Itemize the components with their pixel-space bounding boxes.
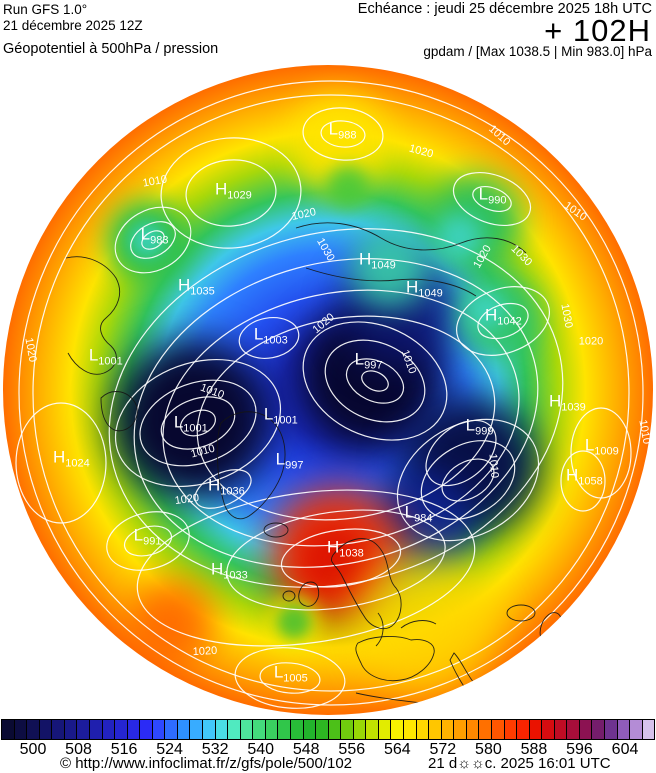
colorbar-cell <box>378 720 391 739</box>
colorbar-cell <box>127 720 140 739</box>
colorbar-cell <box>140 720 152 739</box>
colorbar-tick: 532 <box>201 741 229 758</box>
colorbar-cell <box>152 720 165 739</box>
colorbar-tick-labels: 500 508 516 524 532 540 548 556 564 572 580 588 596 6… <box>0 741 656 759</box>
colorbar-cell <box>27 720 39 739</box>
colorbar-cell <box>454 720 466 739</box>
colorbar-cell <box>265 720 278 739</box>
colorbar-cell <box>215 720 228 739</box>
colorbar-cell <box>617 720 630 739</box>
colorbar-tick: 508 <box>65 741 92 758</box>
run-model-label: Run GFS 1.0° <box>3 2 88 17</box>
colorbar-cell <box>303 720 316 739</box>
colorbar-cell <box>52 720 64 739</box>
colorbar-cell <box>64 720 77 739</box>
colorbar-cell <box>366 720 378 739</box>
colorbar <box>1 719 655 740</box>
colorbar-cell <box>554 720 567 739</box>
generation-time: 21 d☼☼c. 2025 16:01 UTC <box>428 755 611 772</box>
colorbar-cell <box>404 720 416 739</box>
colorbar-tick: 596 <box>566 741 593 758</box>
contour-lines-layer <box>15 80 644 711</box>
colorbar-cell <box>391 720 403 739</box>
colorbar-cell <box>177 720 190 739</box>
colorbar-cell <box>102 720 115 739</box>
colorbar-tick: 540 <box>247 741 275 758</box>
units-minmax-label: gpdam / [Max 1038.5 | Min 983.0] hPa <box>423 44 652 59</box>
colorbar-cell <box>529 720 542 739</box>
forecast-hour-label: + 102H <box>544 13 651 48</box>
colorbar-tick: 604 <box>611 741 639 758</box>
valid-time-label: Echéance : jeudi 25 décembre 2025 18h UT… <box>357 1 652 17</box>
colorbar-cell <box>353 720 366 739</box>
colorbar-cell <box>290 720 303 739</box>
colorbar-tick: 500 <box>19 741 47 758</box>
colorbar-cell <box>592 720 604 739</box>
polar-map: L988 H1029 L983 H1035 H1049 H1049 L990 H1042 L10… <box>0 62 656 718</box>
colorbar-tick: 580 <box>475 741 502 758</box>
colorbar-cell <box>479 720 491 739</box>
colorbar-cell <box>89 720 102 739</box>
colorbar-cell <box>542 720 554 739</box>
colorbar-cell <box>39 720 52 739</box>
colorbar-cell <box>416 720 429 739</box>
colorbar-tick: 556 <box>338 741 366 758</box>
colorbar-tick: 524 <box>156 741 183 758</box>
colorbar-cell <box>605 720 617 739</box>
colorbar-cell <box>491 720 504 739</box>
colorbar-cell <box>278 720 290 739</box>
colorbar-cell <box>316 720 328 739</box>
colorbar-cell <box>517 720 529 739</box>
colorbar-cell <box>240 720 253 739</box>
colorbar-cell <box>190 720 202 739</box>
run-date-label: 21 décembre 2025 12Z <box>3 18 143 33</box>
colorbar-cell <box>14 720 27 739</box>
colorbar-cell <box>466 720 479 739</box>
colorbar-cell <box>642 720 655 739</box>
field-label: Géopotentiel à 500hPa / pression <box>3 41 219 57</box>
colorbar-cell <box>504 720 517 739</box>
colorbar-cell <box>115 720 127 739</box>
colorbar-cell <box>429 720 441 739</box>
colorbar-cell <box>328 720 341 739</box>
colorbar-cell <box>165 720 177 739</box>
colorbar-cell <box>630 720 642 739</box>
colorbar-cell <box>441 720 454 739</box>
colorbar-cell <box>253 720 265 739</box>
colorbar-cell <box>203 720 215 739</box>
colorbar-tick: 564 <box>383 741 411 758</box>
colorbar-tick: 588 <box>520 741 548 758</box>
colorbar-cell <box>2 720 14 739</box>
colorbar-tick: 516 <box>110 741 138 758</box>
colorbar-tick: 548 <box>292 741 320 758</box>
colorbar-cell <box>228 720 240 739</box>
colorbar-cell <box>579 720 592 739</box>
colorbar-cell <box>77 720 89 739</box>
coastlines-layer <box>65 222 577 711</box>
copyright-url: © http://www.infoclimat.fr/z/gfs/pole/50… <box>60 755 353 772</box>
map-circle <box>3 65 653 715</box>
colorbar-cell <box>567 720 579 739</box>
colorbar-tick: 572 <box>429 741 457 758</box>
colorbar-cell <box>341 720 353 739</box>
